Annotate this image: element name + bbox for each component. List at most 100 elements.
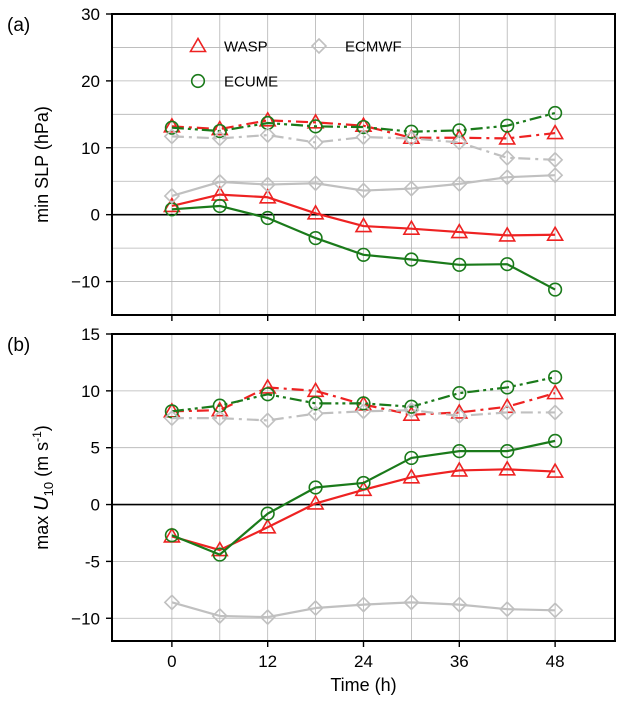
data-point-diamond — [451, 134, 468, 151]
data-point-diamond — [403, 180, 420, 197]
data-point-diamond — [307, 175, 324, 192]
data-point-diamond — [451, 175, 468, 193]
data-point-circle — [260, 115, 275, 131]
data-point-diamond — [546, 602, 564, 619]
series-ecmwf-dashdot — [163, 402, 564, 429]
panel-a: −10 0 10 20 30 (a) min SLP (hPa) WASP ECMWF ECUME — [7, 5, 616, 321]
series-line — [171, 386, 556, 416]
x-axis-title: Time (h) — [330, 675, 396, 695]
data-point-diamond — [499, 404, 516, 421]
data-point-diamond — [546, 167, 564, 184]
series-line — [171, 111, 556, 133]
data-point-diamond — [259, 608, 276, 626]
y-tick-label: −10 — [71, 609, 100, 628]
data-point-diamond — [499, 169, 516, 186]
data-point-diamond — [355, 403, 372, 420]
x-tick-label: 48 — [546, 652, 565, 671]
data-point-diamond — [355, 182, 372, 199]
data-point-circle — [548, 105, 563, 121]
series-line — [171, 174, 556, 197]
data-point-diamond — [546, 151, 564, 168]
series-ecume-dashdotdot — [164, 105, 563, 139]
legend-entry-wasp: WASP — [189, 36, 268, 56]
data-point-triangle — [546, 225, 565, 242]
y-tick-label: 0 — [91, 206, 100, 225]
data-point-circle — [548, 370, 563, 385]
data-point-diamond — [211, 173, 228, 191]
data-point-triangle — [210, 119, 229, 136]
data-point-triangle — [258, 111, 277, 127]
data-point-circle — [308, 480, 323, 495]
data-point-circle — [404, 450, 419, 466]
series-line — [171, 376, 556, 413]
panel-label: (a) — [7, 15, 30, 36]
data-point-triangle — [258, 378, 277, 394]
data-point-triangle — [546, 123, 565, 140]
data-point-circle — [308, 396, 323, 411]
data-point-triangle — [258, 188, 277, 204]
data-point-circle — [404, 252, 419, 267]
legend-entry-ecmwf: ECMWF — [310, 37, 402, 56]
series-ecmwf-solid — [163, 167, 564, 205]
data-point-circle — [404, 399, 419, 414]
data-point-triangle — [402, 219, 421, 236]
data-point-diamond — [307, 134, 324, 151]
data-point-diamond — [259, 126, 276, 144]
x-tick-label: 0 — [167, 652, 176, 671]
data-point-diamond — [546, 404, 564, 421]
data-point-diamond — [163, 594, 181, 611]
data-point-circle — [212, 198, 227, 214]
y-tick-label: −10 — [71, 273, 100, 292]
y-tick-label: 10 — [81, 139, 100, 158]
data-point-triangle — [306, 494, 325, 510]
legend-label: ECUME — [224, 74, 278, 91]
data-point-circle — [260, 387, 275, 402]
y-tick-label: -5 — [85, 552, 100, 571]
data-point-diamond — [403, 594, 420, 611]
legend-marker-circle — [190, 73, 206, 89]
data-point-diamond — [499, 601, 516, 618]
data-point-diamond — [451, 596, 468, 613]
data-point-triangle — [402, 468, 421, 484]
series-ecume-dashdotdot — [164, 370, 563, 419]
data-point-triangle — [546, 384, 565, 400]
data-point-circle — [500, 118, 515, 133]
data-point-diamond — [355, 596, 372, 613]
data-point-diamond — [499, 149, 516, 166]
y-tick-label: 10 — [81, 382, 100, 401]
data-point-diamond — [259, 176, 276, 193]
series-ecmwf-dashdot — [163, 126, 564, 168]
data-point-circle — [356, 396, 371, 411]
x-tick-label: 24 — [354, 652, 373, 671]
data-point-circle — [500, 444, 515, 459]
data-point-diamond — [163, 187, 181, 205]
data-point-triangle — [450, 403, 469, 419]
data-point-triangle — [546, 462, 565, 478]
y-tick-label: 30 — [81, 5, 100, 24]
y-tick-label: 5 — [91, 439, 100, 458]
data-point-diamond — [451, 407, 468, 424]
legend-label: ECMWF — [345, 39, 402, 56]
data-point-circle — [452, 444, 467, 459]
legend: WASP ECMWF ECUME — [189, 36, 402, 91]
y-axis-title: min SLP (hPa) — [32, 106, 52, 223]
data-point-circle — [212, 547, 227, 562]
series-ecume-solid — [164, 433, 563, 562]
data-point-diamond — [163, 410, 181, 427]
series-line — [171, 409, 556, 422]
x-tick-label: 12 — [258, 652, 277, 671]
data-point-circle — [308, 119, 323, 134]
data-point-circle — [548, 282, 563, 297]
data-point-circle — [164, 120, 179, 135]
data-point-diamond — [403, 402, 420, 419]
data-point-diamond — [211, 607, 228, 625]
grid-lines — [112, 13, 615, 316]
y-tick-label: 15 — [81, 325, 100, 344]
data-point-circle — [500, 257, 515, 272]
data-point-circle — [260, 210, 275, 226]
panel-label: (b) — [7, 335, 30, 356]
series-ecmwf-solid — [163, 594, 564, 626]
data-point-circle — [356, 247, 371, 262]
series-ecume-solid — [164, 198, 563, 297]
data-point-diamond — [355, 128, 372, 146]
